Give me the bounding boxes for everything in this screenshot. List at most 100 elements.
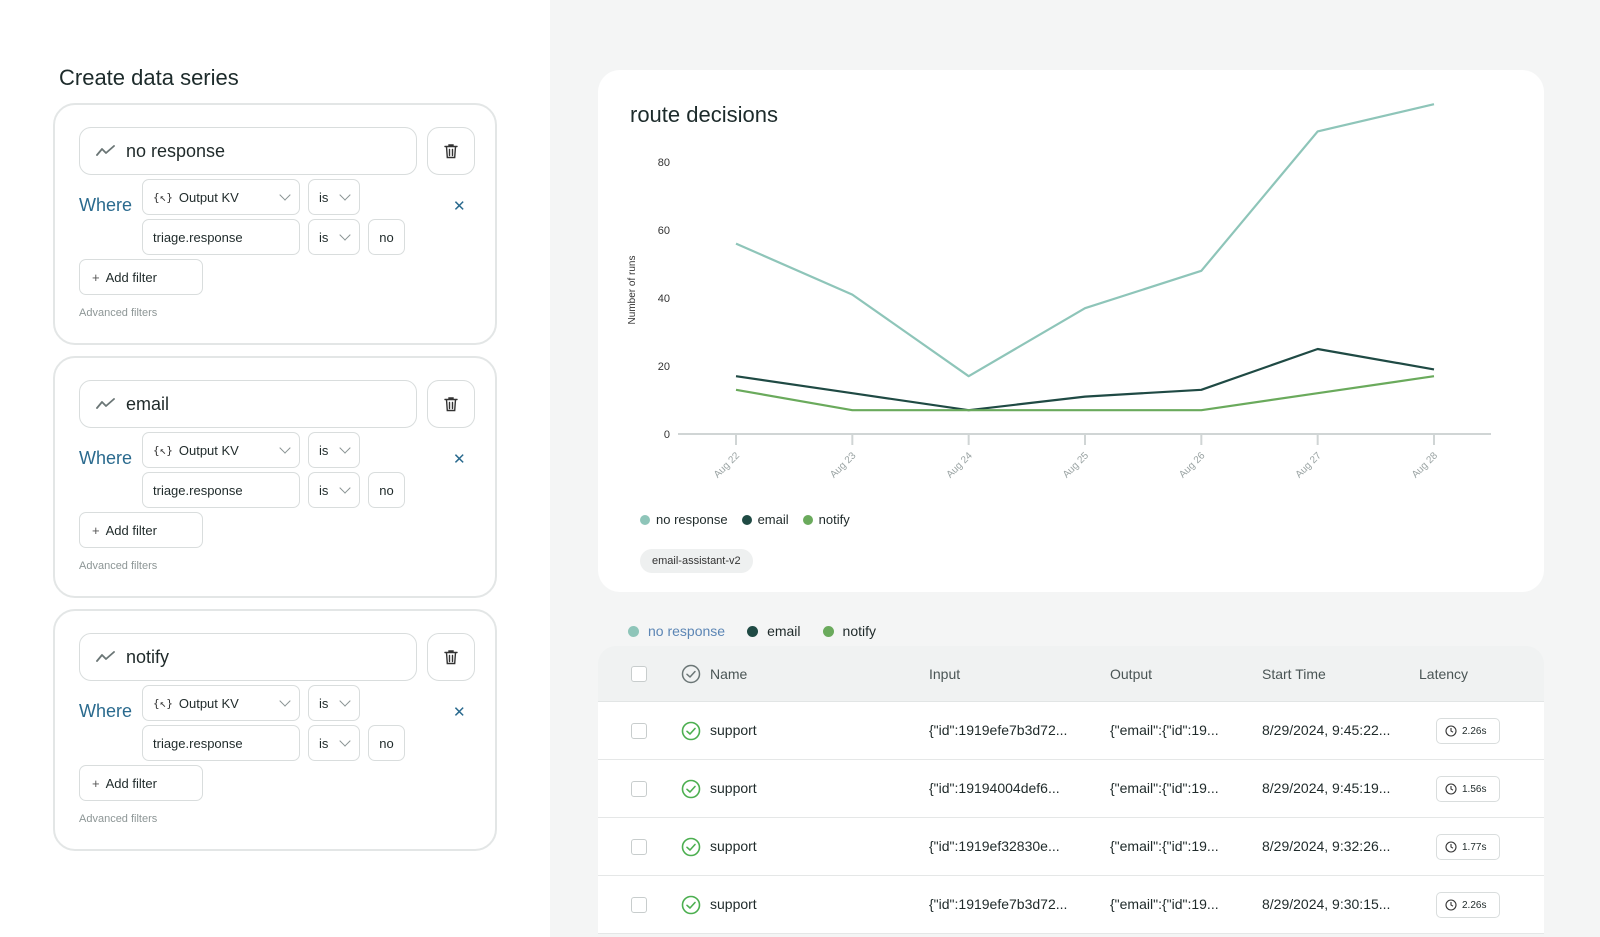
table-row[interactable]: support {"id":19194004def6... {"email":{… (598, 760, 1544, 818)
legend-dot (741, 514, 752, 525)
key-value: triage.response (153, 735, 243, 751)
operator-select[interactable]: is (308, 725, 360, 761)
x-tick-label: Aug 22 (712, 450, 742, 480)
add-filter-button[interactable]: + Add filter (79, 512, 203, 548)
tab-notify[interactable]: notify (822, 616, 876, 646)
remove-filter-icon[interactable]: ✕ (453, 451, 466, 468)
where-label: Where (79, 701, 133, 721)
x-tick-label: Aug 23 (828, 450, 858, 480)
cell-input: {"id":1919efe7b3d72... (929, 722, 1068, 738)
operator-value: is (319, 735, 329, 751)
latency-value: 1.56s (1462, 783, 1487, 795)
cell-start-time: 8/29/2024, 9:45:19... (1262, 780, 1391, 796)
success-check-icon (681, 721, 701, 741)
column-header-output[interactable]: Output (1110, 666, 1153, 682)
field-select-value: Output KV (178, 695, 239, 711)
value-text: no (379, 482, 394, 498)
chevron-down-icon (339, 229, 351, 241)
table-row[interactable]: support {"id":1919ef32830e... {"email":{… (598, 818, 1544, 876)
project-tag-chip[interactable]: email-assistant-v2 (640, 549, 753, 573)
column-header-latency[interactable]: Latency (1419, 666, 1469, 682)
legend-item-notify[interactable]: notify (802, 512, 850, 527)
cell-input: {"id":1919efe7b3d72... (929, 896, 1068, 912)
cell-output: {"email":{"id":19... (1110, 838, 1219, 854)
remove-filter-icon[interactable]: ✕ (453, 198, 466, 215)
operator-select[interactable]: is (308, 472, 360, 508)
row-checkbox[interactable] (631, 897, 647, 913)
column-header-input[interactable]: Input (929, 666, 961, 682)
row-checkbox[interactable] (631, 723, 647, 739)
operator-select[interactable]: is (308, 179, 360, 215)
y-tick-label: 80 (658, 157, 670, 169)
series-card: no response Where {↖} Output KV is ✕ tria… (53, 103, 497, 345)
table-row[interactable]: support {"id":1919efe7b3d72... {"email":… (598, 876, 1544, 934)
column-header-start-time[interactable]: Start Time (1262, 666, 1326, 682)
legend-item-email[interactable]: email (741, 512, 789, 527)
value-input[interactable]: no (368, 725, 405, 761)
latency-value: 2.26s (1462, 725, 1487, 737)
series-dot (747, 625, 759, 637)
clock-icon (1445, 899, 1457, 911)
latency-badge: 2.26s (1436, 718, 1500, 744)
plus-icon: + (92, 522, 100, 538)
key-value: triage.response (153, 482, 243, 498)
series-dot (822, 625, 834, 637)
kv-icon: {↖} (153, 190, 173, 204)
y-tick-label: 20 (658, 361, 670, 373)
table-row[interactable]: support {"id":1919efe7b3d72... {"email":… (598, 702, 1544, 760)
trash-icon (444, 397, 458, 412)
row-checkbox[interactable] (631, 781, 647, 797)
series-name-input[interactable]: notify (79, 633, 417, 681)
x-tick-label: Aug 26 (1177, 450, 1207, 480)
add-filter-label: Add filter (105, 269, 157, 285)
delete-series-button[interactable] (427, 380, 475, 428)
add-filter-label: Add filter (105, 522, 157, 538)
field-select[interactable]: {↖} Output KV (142, 685, 300, 721)
series-dot (628, 625, 639, 637)
chevron-down-icon (279, 695, 291, 707)
chevron-down-icon (339, 695, 351, 707)
tab-no-response[interactable]: no response (628, 616, 725, 646)
delete-series-button[interactable] (427, 127, 475, 175)
advanced-filters-link[interactable]: Advanced filters (79, 560, 158, 572)
add-filter-button[interactable]: + Add filter (79, 259, 203, 295)
select-all-checkbox[interactable] (631, 666, 647, 682)
operator-value: is (319, 442, 329, 458)
series-name-input[interactable]: no response (79, 127, 417, 175)
operator-select[interactable]: is (308, 685, 360, 721)
advanced-filters-link[interactable]: Advanced filters (79, 813, 158, 825)
plus-icon: + (92, 269, 100, 285)
advanced-filters-link[interactable]: Advanced filters (79, 307, 158, 319)
add-filter-button[interactable]: + Add filter (79, 765, 203, 801)
operator-select[interactable]: is (308, 219, 360, 255)
operator-select[interactable]: is (308, 432, 360, 468)
legend-item-no-response[interactable]: no response (640, 512, 728, 527)
value-input[interactable]: no (368, 472, 405, 508)
key-input[interactable]: triage.response (142, 472, 300, 508)
remove-filter-icon[interactable]: ✕ (453, 704, 466, 721)
cell-name: support (710, 838, 757, 854)
delete-series-button[interactable] (427, 633, 475, 681)
series-name: email (126, 393, 170, 414)
latency-badge: 1.77s (1436, 834, 1500, 860)
operator-value: is (319, 482, 329, 498)
kv-icon: {↖} (153, 443, 173, 457)
chart-card: route decisions Number of runs 0 20 40 60 80 A… (598, 70, 1544, 592)
tab-label: no response (648, 623, 726, 639)
legend-dot (640, 514, 650, 525)
field-select[interactable]: {↖} Output KV (142, 179, 300, 215)
key-input[interactable]: triage.response (142, 219, 300, 255)
row-checkbox[interactable] (631, 839, 647, 855)
operator-value: is (319, 189, 329, 205)
value-text: no (379, 735, 394, 751)
latency-value: 1.77s (1462, 841, 1487, 853)
value-input[interactable]: no (368, 219, 405, 255)
key-input[interactable]: triage.response (142, 725, 300, 761)
series-name-input[interactable]: email (79, 380, 417, 428)
chevron-down-icon (339, 735, 351, 747)
tab-email[interactable]: email (747, 616, 801, 646)
column-header-name[interactable]: Name (710, 666, 748, 682)
cell-output: {"email":{"id":19... (1110, 780, 1219, 796)
field-select[interactable]: {↖} Output KV (142, 432, 300, 468)
series-card: email Where {↖} Output KV is ✕ triage.res… (53, 356, 497, 598)
